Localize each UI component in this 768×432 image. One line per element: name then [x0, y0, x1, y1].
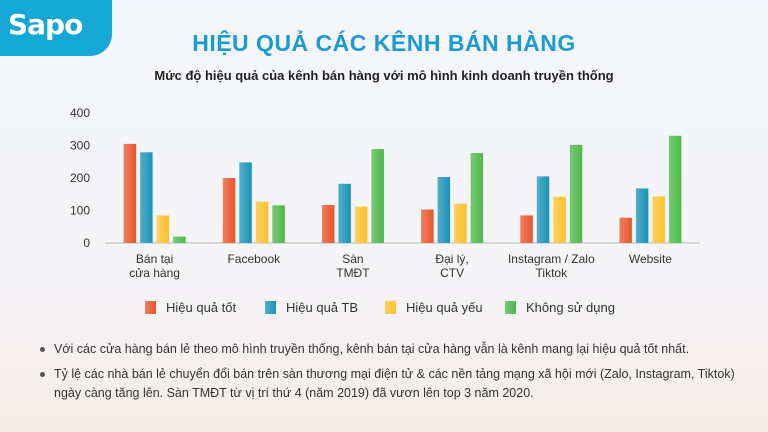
- bar: [272, 205, 285, 243]
- bar: [421, 209, 434, 243]
- legend-item: Không sử dụng: [505, 298, 615, 316]
- legend-item: Hiệu quả yếu: [385, 298, 483, 316]
- legend-label: Hiệu quả TB: [286, 299, 359, 315]
- page-title: HIỆU QUẢ CÁC KÊNH BÁN HÀNG: [192, 30, 576, 56]
- bar: [619, 217, 632, 243]
- sapo-logo[interactable]: Sapo: [0, 0, 112, 56]
- bar: [354, 206, 368, 243]
- bar: [140, 152, 153, 243]
- bar: [553, 196, 566, 243]
- bar: [338, 183, 351, 243]
- bars: [123, 135, 682, 244]
- x-tick-label: Đại lý,: [435, 252, 468, 266]
- legend-label: Không sử dụng: [526, 299, 615, 315]
- bar: [652, 196, 665, 243]
- bar: [520, 215, 533, 243]
- x-tick-label: Website: [629, 252, 672, 266]
- bar: [635, 188, 649, 243]
- logo-text: Sapo: [8, 8, 83, 41]
- y-tick-label: 400: [70, 106, 90, 120]
- chart-legend: Hiệu quả tốt Hiệu quả TB Hiệu quả yếu Không…: [145, 298, 665, 316]
- x-tick-label: CTV: [440, 266, 464, 280]
- legend-swatch: [385, 300, 396, 314]
- legend-swatch: [145, 300, 156, 314]
- legend-item: Hiệu quả tốt: [145, 298, 236, 316]
- bar: [536, 176, 550, 243]
- y-axis: 0 100 200 300 400: [70, 106, 700, 250]
- bar: [123, 143, 137, 243]
- y-tick-label: 300: [70, 139, 90, 153]
- bar: [470, 153, 484, 243]
- bar: [173, 236, 186, 243]
- note-item: Tỷ lệ các nhà bán lẻ chuyển đổi bán trên…: [40, 365, 740, 403]
- bar: [321, 205, 335, 243]
- legend-label: Hiệu quả tốt: [166, 299, 237, 315]
- bar: [454, 203, 467, 243]
- x-tick-label: Facebook: [227, 252, 281, 266]
- bar: [156, 215, 170, 243]
- y-tick-label: 200: [70, 171, 90, 185]
- notes-list: Với các cửa hàng bán lẻ theo mô hình tru…: [40, 340, 740, 409]
- y-tick-label: 100: [70, 204, 90, 218]
- bar: [668, 135, 682, 244]
- bar: [371, 149, 384, 243]
- bar: [239, 162, 252, 243]
- bar: [222, 178, 236, 243]
- legend-label: Hiệu quả yếu: [406, 299, 483, 315]
- x-tick-label: Tiktok: [536, 266, 569, 280]
- bar: [437, 177, 451, 243]
- y-tick-label: 0: [83, 236, 90, 250]
- x-tick-label: Bán tại: [136, 252, 173, 266]
- x-tick-label: TMĐT: [336, 266, 370, 280]
- legend-item: Hiệu quả TB: [265, 298, 358, 316]
- legend-swatch: [505, 300, 516, 314]
- bar: [255, 201, 269, 243]
- bar: [569, 144, 583, 243]
- note-item: Với các cửa hàng bán lẻ theo mô hình tru…: [40, 340, 740, 359]
- x-tick-label: Instagram / Zalo: [508, 252, 595, 266]
- x-tick-label: cửa hàng: [129, 266, 180, 280]
- x-tick-label: Sàn: [342, 252, 363, 266]
- chart-subtitle: Mức độ hiệu quả của kênh bán hàng với mô…: [154, 68, 614, 83]
- legend-swatch: [265, 300, 276, 314]
